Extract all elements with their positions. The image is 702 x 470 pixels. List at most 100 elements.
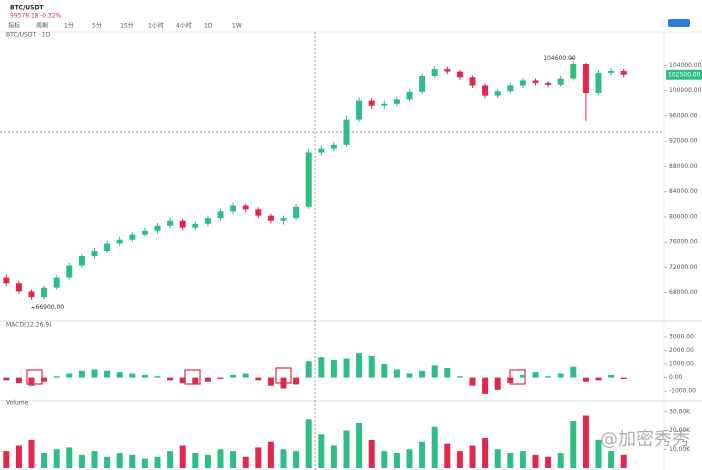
- last-price: 102500.00: [668, 71, 701, 78]
- volume-bar: [482, 438, 489, 468]
- volume-bar: [545, 456, 552, 468]
- symbol[interactable]: BTC/USDT: [10, 5, 44, 12]
- candle-body: [595, 72, 602, 94]
- pane-title: BTC/USDT · 1D: [6, 32, 51, 39]
- volume-bar: [507, 453, 514, 468]
- toolbar-item[interactable]: 1分: [64, 22, 74, 30]
- candle-body: [242, 205, 249, 210]
- candle-body: [406, 91, 413, 100]
- y-tick-label: -1000.00: [669, 388, 696, 395]
- candle-body: [217, 211, 224, 219]
- watermark: @加密秀秀: [600, 429, 690, 450]
- toolbar-item[interactable]: 4小时: [176, 22, 192, 30]
- macd-bar: [167, 377, 174, 381]
- macd-bar: [255, 377, 262, 381]
- y-tick-label: 68000.00: [669, 289, 698, 296]
- volume-bar: [582, 415, 589, 468]
- y-tick-label: 80000.00: [669, 213, 698, 220]
- macd-bar: [66, 373, 73, 378]
- volume-bar: [393, 453, 400, 468]
- min-label: 66900.00: [36, 304, 65, 311]
- y-tick-label: 92000.00: [669, 138, 698, 145]
- macd-bar: [557, 373, 564, 378]
- candle-body: [356, 100, 363, 120]
- toolbar-item[interactable]: 指标: [8, 22, 20, 30]
- candle-body: [179, 220, 186, 228]
- volume-bar: [41, 453, 48, 468]
- macd-bar: [280, 377, 287, 389]
- y-tick-label: 1000.00: [669, 361, 694, 368]
- macd-bar: [595, 377, 602, 381]
- candle-body: [41, 287, 48, 298]
- toolbar-item[interactable]: 1小时: [148, 22, 164, 30]
- volume-bar: [595, 439, 602, 468]
- pane-title: MACD(12,26,9): [6, 322, 52, 329]
- candle-body: [192, 223, 199, 228]
- macd-bar: [393, 369, 400, 378]
- toolbar-item[interactable]: 5分: [92, 22, 102, 30]
- toolbar-item[interactable]: 周期: [36, 22, 48, 30]
- y-tick-label: 3000.00: [669, 333, 694, 340]
- candle-body: [393, 99, 400, 104]
- volume-bar: [204, 454, 211, 468]
- button[interactable]: [668, 19, 690, 27]
- macd-bar: [469, 377, 476, 386]
- candle-body: [608, 70, 615, 73]
- macd-bar: [482, 377, 489, 394]
- candle-body: [519, 80, 526, 86]
- volume-bar: [620, 454, 627, 468]
- volume-bar: [343, 430, 350, 468]
- macd-bar: [368, 355, 375, 378]
- macd-bar: [104, 370, 111, 378]
- macd-bar: [532, 372, 539, 378]
- volume-bar: [242, 456, 249, 468]
- change: -0.32%: [40, 13, 62, 20]
- candle-body: [381, 103, 388, 106]
- macd-bar: [41, 377, 48, 382]
- macd-bar: [217, 377, 224, 379]
- macd-bar: [78, 370, 85, 378]
- macd-bar: [419, 370, 426, 378]
- toolbar-item[interactable]: 1W: [232, 23, 242, 30]
- volume-bar: [318, 434, 325, 468]
- y-tick-label: 96000.00: [669, 112, 698, 119]
- macd-bar: [431, 365, 438, 378]
- volume-bar: [532, 454, 539, 468]
- y-tick-label: 84000.00: [669, 188, 698, 195]
- y-tick-label: 2000.00: [669, 347, 694, 354]
- y-tick-label: 72000.00: [669, 264, 698, 271]
- volume-bar: [368, 439, 375, 468]
- macd-bar: [91, 369, 98, 378]
- y-tick-label: 0.00: [669, 374, 683, 381]
- candle-body: [431, 69, 438, 77]
- candle-body: [368, 100, 375, 106]
- candle-body: [53, 277, 60, 288]
- toolbar-item[interactable]: 1D: [204, 23, 213, 30]
- macd-bar: [3, 377, 10, 381]
- toolbar-item[interactable]: 15分: [120, 22, 134, 30]
- candle-body: [444, 69, 451, 72]
- candle-body: [532, 80, 539, 83]
- macd-bar: [582, 377, 589, 382]
- macd-bar: [620, 377, 627, 379]
- y-tick-label: 104000.00: [669, 62, 702, 69]
- volume-bar: [280, 449, 287, 468]
- volume-bar: [267, 441, 274, 468]
- volume-bar: [15, 445, 22, 468]
- candle-body: [15, 283, 22, 292]
- volume-bar: [330, 445, 337, 468]
- candle-body: [507, 85, 514, 92]
- volume-bar: [53, 449, 60, 468]
- candle-body: [267, 215, 274, 221]
- macd-bar: [444, 368, 451, 378]
- candle-body: [154, 225, 161, 231]
- price-tag: [666, 69, 702, 80]
- volume-bar: [78, 454, 85, 468]
- volume-bar: [104, 456, 111, 468]
- candle-body: [419, 76, 426, 92]
- macd-bar: [494, 377, 501, 390]
- candle-body: [545, 82, 552, 85]
- candle-body: [305, 152, 312, 207]
- candle-body: [141, 230, 148, 235]
- volume-bar: [192, 453, 199, 468]
